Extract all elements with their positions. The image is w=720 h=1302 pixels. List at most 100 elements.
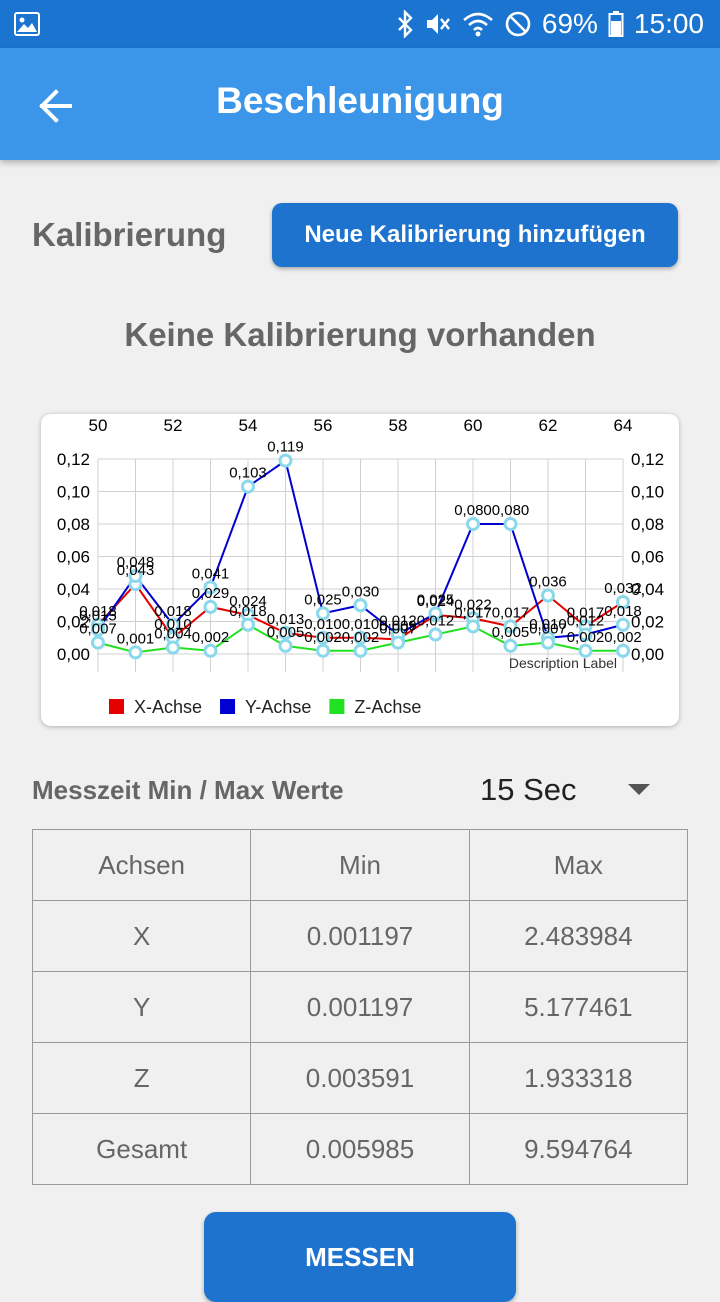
data-point xyxy=(616,617,630,632)
data-point xyxy=(578,643,593,658)
dropdown-arrow-icon xyxy=(628,784,650,795)
x-tick-label: 62 xyxy=(539,416,558,435)
data-label: 0,017 xyxy=(492,604,530,621)
measure-time-dropdown[interactable]: 15 Sec xyxy=(478,770,668,814)
data-label: 0,024 xyxy=(417,593,455,610)
data-point xyxy=(316,606,330,621)
data-label: 0,025 xyxy=(304,591,342,608)
table-row: Gesamt 0.005985 9.594764 xyxy=(31,1113,689,1185)
legend-label: Y-Achse xyxy=(245,697,311,717)
data-label: 0,029 xyxy=(192,585,230,602)
data-label: 0,025 xyxy=(417,591,455,608)
y-tick-label-right: 0,04 xyxy=(631,580,664,599)
data-label: 0,010 xyxy=(304,616,342,633)
table-row: X 0.001197 2.483984 xyxy=(31,900,689,972)
data-label: 0,041 xyxy=(192,565,230,582)
y-tick-label-left: 0,02 xyxy=(57,613,90,632)
min-max-table: Achsen Min Max X 0.001197 2.483984 Y 0.0… xyxy=(31,829,689,1185)
measure-time-label: Messzeit Min / Max Werte xyxy=(32,775,344,805)
data-point xyxy=(166,640,180,655)
data-label: 0,030 xyxy=(342,583,380,600)
data-point xyxy=(466,517,480,531)
data-label: 0,018 xyxy=(229,603,267,620)
x-tick-label: 60 xyxy=(464,416,483,435)
data-point xyxy=(241,617,255,632)
table-cell: Y xyxy=(31,971,252,1043)
data-point xyxy=(128,569,143,583)
table-row: Z 0.003591 1.933318 xyxy=(31,1042,689,1114)
x-tick-label: 50 xyxy=(89,416,108,435)
table-cell: 0.001197 xyxy=(250,971,470,1043)
data-label: 0,002 xyxy=(304,629,342,646)
app-bar: Beschleunigung xyxy=(0,48,720,160)
legend-swatch xyxy=(109,699,124,714)
measure-button[interactable]: MESSEN xyxy=(204,1212,516,1302)
table-header: Achsen xyxy=(31,829,252,901)
y-tick-label-right: 0,00 xyxy=(631,645,664,664)
calibration-label: Kalibrierung xyxy=(32,216,227,253)
table-cell: 0.005985 xyxy=(250,1113,470,1185)
data-point xyxy=(91,622,105,637)
data-point xyxy=(428,606,443,621)
battery-icon xyxy=(608,11,624,37)
y-tick-label-right: 0,06 xyxy=(631,548,664,567)
y-tick-label-left: 0,00 xyxy=(57,645,90,664)
table-cell: 2.483984 xyxy=(468,900,689,972)
add-calibration-button[interactable]: Neue Kalibrierung hinzufügen xyxy=(272,203,678,267)
data-point xyxy=(466,619,480,634)
table-header: Max xyxy=(468,829,689,901)
clock: 15:00 xyxy=(633,8,704,39)
table-cell: 0.003591 xyxy=(250,1042,470,1114)
data-label: 0,032 xyxy=(604,580,642,597)
table-cell: 1.933318 xyxy=(468,1042,689,1114)
y-tick-label-left: 0,06 xyxy=(57,548,90,567)
data-label: 0,048 xyxy=(117,554,155,571)
x-tick-label: 52 xyxy=(164,416,183,435)
table-cell: 9.594764 xyxy=(468,1113,689,1185)
data-label: 0,015 xyxy=(79,608,117,625)
data-label: 0,013 xyxy=(267,611,305,628)
page-title: Beschleunigung xyxy=(216,80,504,121)
data-label: 0,018 xyxy=(604,603,642,620)
data-label: 0,002 xyxy=(567,629,605,646)
data-label: 0,002 xyxy=(192,629,230,646)
data-point xyxy=(203,599,218,614)
data-point xyxy=(503,638,518,653)
data-point xyxy=(203,643,218,658)
legend-swatch xyxy=(329,699,345,714)
data-point xyxy=(91,635,105,650)
y-tick-label-left: 0,08 xyxy=(57,515,90,534)
data-label: 0,080 xyxy=(454,502,492,519)
x-tick-label: 64 xyxy=(614,416,633,435)
do-not-disturb-icon xyxy=(505,11,531,37)
data-point xyxy=(353,598,368,613)
data-point xyxy=(128,645,143,660)
description-label: Description Label xyxy=(509,655,617,671)
data-point xyxy=(503,517,518,531)
data-label: 0,009 xyxy=(379,617,417,634)
data-point xyxy=(203,580,218,595)
data-label: 0,002 xyxy=(604,629,642,646)
data-label: 0,007 xyxy=(79,621,117,638)
table-row: Y 0.001197 5.177461 xyxy=(31,971,689,1043)
data-point xyxy=(166,617,180,632)
legend-swatch xyxy=(220,699,236,714)
data-point xyxy=(541,588,555,603)
legend-label: X-Achse xyxy=(134,697,202,717)
y-tick-label-right: 0,02 xyxy=(631,613,664,632)
back-arrow-icon[interactable] xyxy=(28,78,84,134)
y-tick-label-right: 0,12 xyxy=(631,450,664,469)
data-label: 0,036 xyxy=(529,574,567,591)
data-point xyxy=(541,635,555,650)
y-tick-label-left: 0,10 xyxy=(57,483,90,502)
x-tick-label: 54 xyxy=(239,416,258,435)
table-header-row: Achsen Min Max xyxy=(31,829,689,901)
chart-svg: 0,00 0,00 0,02 0,02 0,04 0,04 0,06 0,06 0,08 0,08… xyxy=(57,416,664,717)
data-label: 0,024 xyxy=(229,593,267,610)
table-cell: Z xyxy=(31,1042,252,1114)
wifi-icon xyxy=(463,12,493,37)
data-point xyxy=(503,619,518,634)
data-point xyxy=(316,630,330,645)
mute-icon xyxy=(426,14,450,34)
data-label: 0,005 xyxy=(492,624,530,641)
